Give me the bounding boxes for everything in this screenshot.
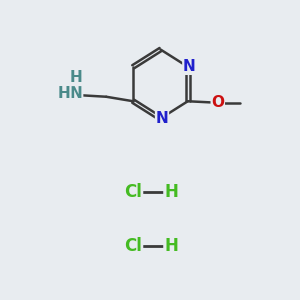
- Text: Cl: Cl: [124, 183, 142, 201]
- Text: O: O: [211, 95, 224, 110]
- Text: H: H: [70, 70, 83, 85]
- Text: N: N: [156, 111, 168, 126]
- Text: N: N: [70, 86, 83, 101]
- Text: H: H: [58, 86, 70, 101]
- Text: H: H: [164, 183, 178, 201]
- Text: Cl: Cl: [124, 237, 142, 255]
- Text: H: H: [164, 237, 178, 255]
- Text: N: N: [183, 59, 196, 74]
